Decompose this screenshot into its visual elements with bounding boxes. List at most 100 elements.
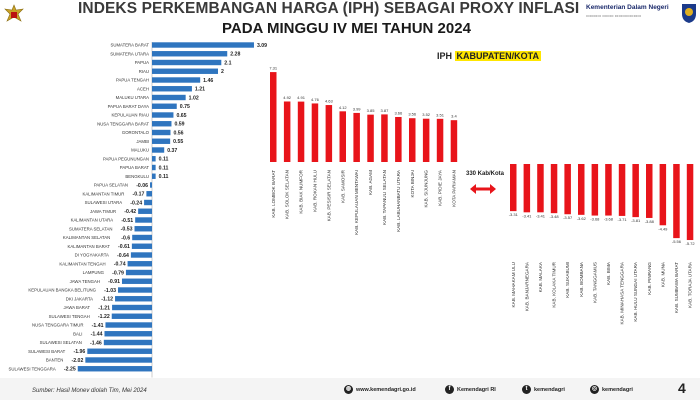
kab-bottom-name-label: KAB. MAHAKAM ULU bbox=[511, 262, 516, 307]
page-number: 4 bbox=[678, 380, 686, 396]
kab-top-name-label: KAB. ROKAN HULU bbox=[312, 170, 317, 212]
kab-top-bar bbox=[297, 101, 305, 162]
facebook-icon: f bbox=[445, 385, 454, 394]
province-name-label: SUMATERA SELATAN bbox=[69, 226, 112, 231]
province-name-label: PAPUA bbox=[135, 60, 149, 65]
kab-bottom-bar bbox=[673, 164, 680, 239]
province-bar bbox=[152, 156, 156, 162]
province-bar bbox=[127, 261, 152, 267]
kab-bottom-bar bbox=[618, 164, 626, 216]
province-value-label: -0.6 bbox=[121, 235, 130, 241]
province-bar bbox=[131, 243, 152, 249]
website-link[interactable]: ◍ www.kemendagri.go.id bbox=[344, 385, 416, 394]
province-value-label: 0.59 bbox=[174, 122, 184, 128]
title-line-1: INDEKS PERKEMBANGAN HARGA (IPH) SEBAGAI … bbox=[78, 0, 580, 17]
kab-top-bar bbox=[367, 114, 374, 162]
kab-bottom-bar bbox=[659, 164, 667, 226]
province-value-label: 1.46 bbox=[203, 78, 213, 84]
kab-bottom-name-label: KAB. SUMBAWA BARAT bbox=[674, 262, 679, 313]
kab-top-bar bbox=[422, 118, 430, 162]
kab-bottom-bar bbox=[510, 164, 517, 212]
facebook-link[interactable]: f Kemendagri RI bbox=[445, 385, 496, 394]
province-name-label: BENGKULU bbox=[125, 174, 149, 179]
kab-bottom-bar bbox=[646, 164, 653, 218]
province-bar bbox=[152, 147, 165, 153]
province-value-label: 0.11 bbox=[159, 165, 169, 171]
twitter-icon: t bbox=[522, 385, 531, 394]
kab-top-name-label: KAB. TAPANULI SELATAN bbox=[382, 170, 387, 225]
kab-top-name-label: KOTA PARIAMAN bbox=[451, 170, 456, 207]
province-name-label: LAMPUNG bbox=[83, 270, 105, 275]
province-bar bbox=[135, 217, 152, 223]
kab-top-name-label: KOTA BINJAI bbox=[410, 170, 415, 197]
province-name-label: KALIMANTAN UTARA bbox=[71, 218, 114, 223]
kab-bottom-value-label: -3.62 bbox=[577, 216, 587, 221]
kab-top-bar bbox=[395, 116, 402, 162]
province-name-label: SULAWESI SELATAN bbox=[40, 340, 82, 345]
kab-bottom-name-label: KAB. BOMBANA bbox=[579, 261, 584, 297]
kab-top-bar bbox=[325, 105, 333, 162]
kab-bottom-bar bbox=[578, 164, 585, 215]
province-name-label: KALIMANTAN BARAT bbox=[68, 244, 111, 249]
kab-top-name-label: KAB. SOLOK SELATAN bbox=[285, 170, 290, 219]
province-name-label: SUMATERA UTARA bbox=[110, 51, 149, 56]
province-value-label: 0.75 bbox=[180, 104, 190, 110]
province-name-label: RIAU bbox=[139, 69, 149, 74]
kab-bottom-name-label: KAB. MUNA bbox=[660, 261, 665, 287]
province-value-label: -1.12 bbox=[101, 297, 113, 303]
province-value-label: -2.25 bbox=[64, 367, 76, 373]
province-bar bbox=[152, 103, 177, 109]
kab-top-value-label: 4.92 bbox=[283, 95, 292, 100]
kab-top-name-label: KAB. KEPULAUAN MENTAWAI bbox=[354, 170, 359, 235]
province-value-label: -0.74 bbox=[114, 262, 126, 268]
province-bar bbox=[132, 234, 152, 241]
org-tagline: ▭▭▭▭ ▭▭▭ ▭▭▭▭▭▭▭ bbox=[586, 13, 642, 18]
province-name-label: KEPULAUAN RIAU bbox=[112, 113, 150, 118]
province-name-label: JAMBI bbox=[136, 139, 149, 144]
kab-top-name-label: KAB. LOMBOK BARAT bbox=[271, 170, 276, 218]
kab-top-name-label: KAB. SIJUNJUNG bbox=[424, 170, 429, 208]
globe-icon: ◍ bbox=[344, 385, 353, 394]
kab-top-bar bbox=[353, 112, 360, 162]
province-value-label: 0.65 bbox=[176, 113, 186, 119]
kab-top-name-label: KAB. PESISIR SELATAN bbox=[326, 170, 331, 221]
kab-top-value-label: 3.66 bbox=[394, 110, 403, 115]
kab-bottom-name-label: KAB. MALAKA bbox=[538, 261, 543, 292]
province-name-label: ACEH bbox=[137, 86, 149, 91]
province-bar bbox=[138, 208, 152, 214]
province-bar bbox=[150, 182, 152, 188]
province-value-label: -0.91 bbox=[108, 279, 120, 285]
province-name-label: PAPUA BARAT bbox=[120, 165, 150, 170]
kab-top-name-label: KAB. BIAK NUMFOR bbox=[299, 169, 304, 213]
kab-bottom-value-label: -3.68 bbox=[604, 217, 614, 222]
instagram-link[interactable]: ◎ kemendagri bbox=[590, 385, 633, 394]
kab-top-value-label: 3.52 bbox=[422, 112, 431, 117]
twitter-link[interactable]: t kemendagri bbox=[522, 385, 565, 394]
kab-bottom-bar bbox=[564, 164, 571, 215]
kab-top-bar bbox=[436, 118, 444, 162]
garuda-emblem-icon bbox=[4, 4, 24, 22]
kab-bottom-bar bbox=[632, 164, 639, 218]
kab-bottom-name-label: KAB. MINAHASA TENGGARA bbox=[620, 261, 625, 324]
province-name-label: NUSA TENGGARA BARAT bbox=[97, 121, 149, 126]
kab-top-value-label: 3.99 bbox=[353, 106, 362, 111]
province-name-label: PAPUA SELATAN bbox=[94, 183, 128, 188]
province-bar bbox=[118, 287, 152, 293]
kab-top-value-label: 4.76 bbox=[311, 97, 320, 102]
kab-bottom-value-label: -3.48 bbox=[549, 214, 559, 219]
kab-bottom-value-label: -4.49 bbox=[658, 226, 668, 231]
province-bar bbox=[144, 199, 152, 206]
province-value-label: -0.51 bbox=[121, 218, 133, 224]
province-name-label: BALI bbox=[73, 331, 82, 336]
instagram-icon: ◎ bbox=[590, 385, 599, 394]
kab-bottom-value-label: -3.41 bbox=[522, 213, 532, 218]
province-bar bbox=[125, 269, 152, 276]
province-name-label: DKI JAKARTA bbox=[66, 296, 93, 301]
province-name-label: PAPUA TENGAH bbox=[116, 78, 149, 83]
source-note: Sumber: Hasil Monev diolah Tim, Mei 2024 bbox=[32, 388, 147, 394]
kab-top-name-label: KAB. PIDIE JAYA bbox=[438, 169, 443, 206]
kab-bottom-name-label: KAB. TANGGAMUS bbox=[592, 262, 597, 303]
kab-bottom-name-label: KAB. BANJARNEGARA bbox=[524, 261, 529, 311]
province-bar bbox=[152, 68, 218, 74]
